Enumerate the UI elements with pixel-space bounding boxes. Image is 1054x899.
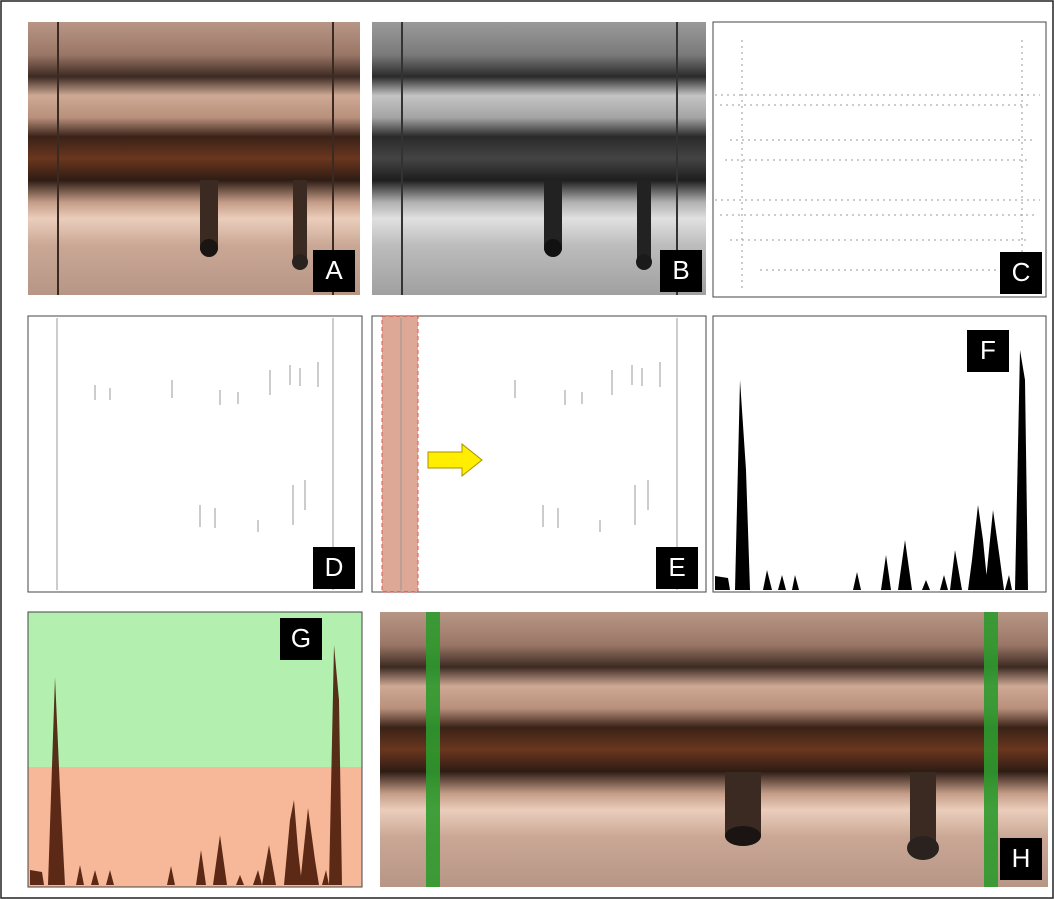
label-box: [1000, 838, 1042, 880]
label-box: [660, 250, 702, 292]
panel-label: F: [980, 335, 996, 365]
panel-label: G: [291, 623, 311, 653]
panel-label: A: [325, 255, 343, 285]
panel-label: E: [668, 552, 685, 582]
panel-h: [380, 612, 1048, 887]
panel-e: [371, 315, 707, 593]
label-box: [967, 330, 1009, 372]
panel-c: [712, 21, 1047, 298]
label-box: [313, 250, 355, 292]
label-box: [280, 618, 322, 660]
panel-b: [372, 22, 706, 295]
panel-a: [28, 22, 360, 295]
panel-label: D: [325, 552, 344, 582]
label-box: [1000, 252, 1042, 294]
panel-d: [27, 315, 363, 593]
label-box: [656, 547, 698, 589]
label-box: [313, 547, 355, 589]
panel-label: H: [1012, 843, 1031, 873]
panel-label: B: [672, 255, 689, 285]
panel-label: C: [1012, 257, 1031, 287]
